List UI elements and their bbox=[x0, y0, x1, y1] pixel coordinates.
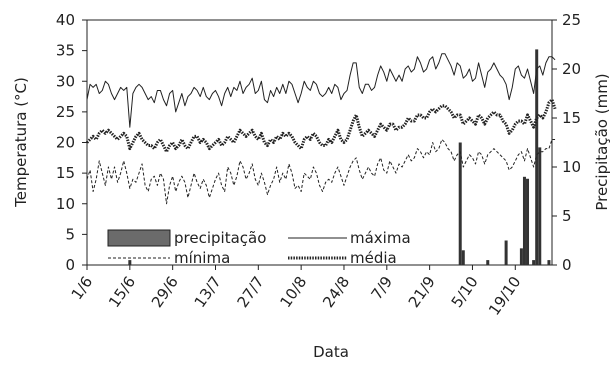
legend-label-precipitation: precipitação bbox=[174, 229, 266, 247]
right-axis-tick-label: 5 bbox=[562, 207, 572, 225]
legend: precipitação máxima mínima média bbox=[107, 229, 411, 267]
left-axis-tick-label: 30 bbox=[56, 72, 75, 90]
x-axis-tick-label: 24/8 bbox=[319, 273, 353, 311]
legend-label-maxima: máxima bbox=[350, 229, 411, 247]
left-axis-tick-label: 20 bbox=[56, 134, 75, 152]
right-axis-tick-label: 15 bbox=[562, 109, 581, 127]
x-axis-tick-label: 5/10 bbox=[448, 273, 482, 311]
minima-line bbox=[86, 138, 556, 205]
left-axis-tick-label: 10 bbox=[56, 195, 75, 213]
x-axis-title: Data bbox=[313, 343, 349, 361]
precipitation-bar bbox=[535, 49, 539, 266]
precipitation-bars bbox=[128, 49, 551, 266]
x-axis-tick-label: 27/7 bbox=[234, 273, 268, 311]
left-axis-tick-label: 15 bbox=[56, 164, 75, 182]
x-axis: 1/6 15/6 29/6 13/7 27/7 10/8 24/8 7/9 21/9 5/10 19… bbox=[68, 265, 525, 319]
left-y-axis: 0 5 10 15 20 25 30 35 40 bbox=[56, 11, 87, 274]
left-axis-tick-label: 35 bbox=[56, 42, 75, 60]
right-axis-tick-label: 20 bbox=[562, 60, 581, 78]
precipitation-bar bbox=[526, 178, 530, 265]
precipitation-bar bbox=[486, 260, 490, 265]
maxima-line bbox=[86, 53, 556, 128]
x-axis-tick-label: 13/7 bbox=[191, 273, 225, 311]
left-axis-tick-label: 0 bbox=[65, 256, 75, 274]
right-axis-title: Precipitação (mm) bbox=[593, 73, 611, 210]
precipitation-bar bbox=[538, 147, 542, 265]
precipitation-bar bbox=[532, 260, 536, 265]
precipitation-bar bbox=[128, 260, 132, 265]
right-axis-tick-label: 25 bbox=[562, 11, 581, 29]
left-axis-tick-label: 25 bbox=[56, 103, 75, 121]
x-axis-tick-label: 1/6 bbox=[68, 273, 97, 303]
media-line bbox=[85, 98, 557, 154]
legend-label-media: média bbox=[350, 249, 397, 267]
x-axis-tick-label: 10/8 bbox=[276, 273, 310, 311]
left-axis-tick-label: 40 bbox=[56, 11, 75, 29]
right-y-axis: 0 5 10 15 20 25 bbox=[552, 11, 581, 274]
x-axis-tick-label: 19/10 bbox=[485, 273, 525, 319]
left-axis-title: Temperatura (°C) bbox=[12, 77, 30, 208]
right-axis-tick-label: 10 bbox=[562, 158, 581, 176]
precipitation-bar bbox=[461, 250, 465, 265]
right-axis-tick-label: 0 bbox=[562, 256, 572, 274]
legend-label-minima: mínima bbox=[174, 249, 230, 267]
x-axis-tick-label: 21/9 bbox=[405, 273, 439, 311]
x-axis-tick-label: 29/6 bbox=[148, 273, 182, 311]
x-axis-tick-label: 7/9 bbox=[367, 273, 396, 303]
precipitation-bar bbox=[519, 248, 523, 265]
left-axis-tick-label: 5 bbox=[65, 225, 75, 243]
precipitation-bar bbox=[547, 260, 551, 265]
precipitation-bar bbox=[522, 176, 526, 265]
precipitation-bar bbox=[458, 142, 462, 265]
x-axis-tick-label: 15/6 bbox=[105, 273, 139, 311]
precipitation-bar bbox=[504, 240, 508, 265]
temperature-lines bbox=[85, 53, 557, 205]
legend-swatch-precipitation bbox=[107, 229, 171, 247]
